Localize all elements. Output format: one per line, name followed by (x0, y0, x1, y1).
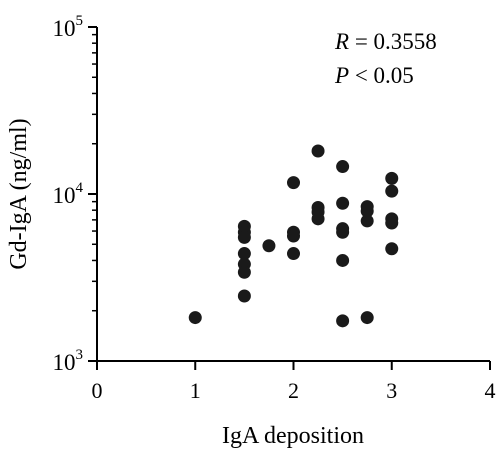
y-tick-label: 104 (53, 180, 84, 208)
data-point (385, 171, 399, 185)
data-point (385, 184, 399, 198)
annotation-r-value: R = 0.3558 (334, 29, 437, 54)
y-axis-label: Gd-IgA (ng/ml) (6, 118, 32, 269)
annotation-p-symbol: P (334, 63, 349, 88)
x-tick-label: 2 (288, 378, 299, 403)
data-point (336, 225, 350, 239)
axes (96, 27, 490, 362)
data-point (385, 242, 399, 256)
data-point (287, 247, 300, 261)
y-tick-label: 103 (53, 347, 84, 375)
data-point (336, 314, 350, 328)
data-point (287, 176, 300, 190)
data-point (287, 229, 300, 243)
data-point (385, 216, 399, 230)
x-tick-label: 3 (386, 378, 397, 403)
y-tick-label: 105 (53, 13, 84, 41)
x-tick-label: 0 (92, 378, 103, 403)
annotation-r-text: = 0.3558 (349, 29, 437, 54)
data-point (262, 239, 276, 253)
x-ticks: 0 1 2 3 4 (92, 361, 496, 403)
x-axis-label: IgA deposition (222, 423, 364, 449)
data-point (360, 214, 374, 228)
data-point (311, 212, 325, 226)
data-point (336, 196, 350, 210)
data-point (311, 144, 325, 158)
y-ticks: 103 104 105 (53, 13, 97, 375)
data-point (237, 230, 251, 244)
data-point (188, 311, 202, 325)
annotation-p-value: P < 0.05 (334, 63, 414, 88)
annotation-r-symbol: R (334, 29, 349, 54)
data-point (336, 160, 350, 174)
data-point (336, 253, 350, 267)
data-point (237, 265, 251, 279)
data-point (360, 311, 374, 325)
data-points (188, 144, 399, 328)
data-point (360, 204, 374, 218)
annotation-p-text: < 0.05 (349, 63, 414, 88)
x-tick-label: 4 (485, 378, 496, 403)
data-point (237, 247, 251, 261)
x-tick-label: 1 (190, 378, 201, 403)
data-point (237, 289, 251, 303)
